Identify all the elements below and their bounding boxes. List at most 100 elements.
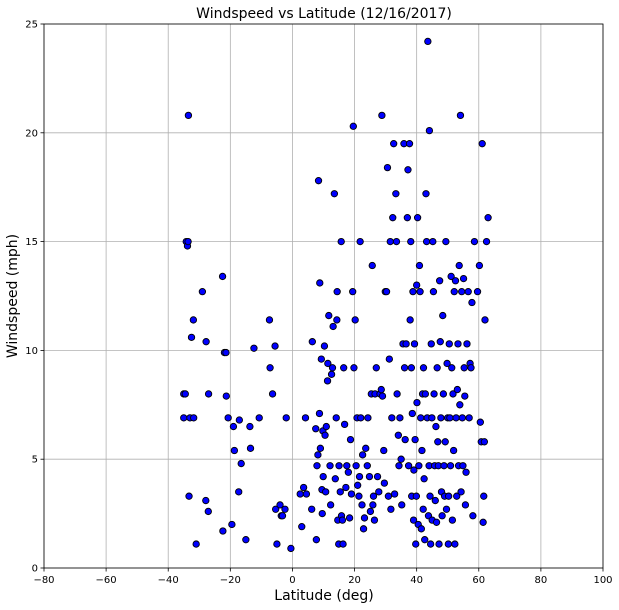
data-point — [282, 414, 290, 422]
data-point — [343, 462, 351, 470]
x-tick-label: 60 — [472, 575, 485, 586]
data-point — [382, 287, 391, 296]
data-point — [333, 287, 341, 296]
data-point — [396, 414, 404, 422]
data-point — [464, 287, 472, 296]
data-point — [184, 237, 192, 246]
data-point — [323, 377, 332, 385]
data-point — [369, 501, 377, 509]
data-point — [456, 401, 464, 409]
data-point — [422, 237, 431, 246]
data-point — [476, 418, 484, 426]
data-point — [454, 340, 462, 348]
data-point — [340, 420, 349, 429]
data-point — [458, 287, 466, 296]
data-point — [385, 355, 393, 363]
data-point — [366, 507, 375, 516]
data-point — [441, 438, 449, 446]
data-point — [346, 435, 355, 444]
data-point — [421, 390, 430, 398]
data-point — [411, 435, 419, 444]
data-point — [462, 468, 470, 476]
data-point — [461, 501, 470, 509]
data-point — [439, 390, 448, 398]
data-point — [431, 496, 439, 505]
data-point — [403, 214, 411, 222]
data-point — [412, 492, 421, 500]
data-point — [417, 414, 425, 422]
data-point — [255, 414, 263, 422]
data-point — [397, 455, 405, 463]
data-point — [439, 311, 447, 320]
chart-title: Windspeed vs Latitude (12/16/2017) — [196, 6, 452, 22]
data-point — [405, 140, 414, 148]
data-point — [378, 392, 387, 400]
data-point — [296, 490, 304, 498]
data-point — [184, 111, 193, 120]
data-point — [325, 311, 333, 320]
x-tick-label: 80 — [535, 575, 548, 586]
data-point — [419, 364, 428, 372]
data-point — [219, 527, 227, 535]
data-point — [320, 342, 329, 350]
data-point — [350, 364, 358, 372]
data-point — [465, 414, 473, 422]
data-point — [301, 414, 310, 422]
x-tick-label: 40 — [410, 575, 423, 586]
data-point — [457, 488, 465, 496]
data-point — [413, 214, 422, 222]
data-point — [430, 390, 438, 398]
data-point — [446, 414, 454, 422]
data-point — [429, 237, 437, 246]
data-point — [401, 435, 409, 444]
data-point — [434, 438, 442, 446]
data-point — [484, 214, 492, 222]
data-point — [482, 237, 491, 246]
data-point — [389, 214, 397, 222]
data-point — [333, 316, 341, 324]
y-tick-label: 25 — [25, 20, 38, 31]
data-point — [453, 492, 461, 500]
data-point — [318, 509, 326, 518]
data-point — [266, 364, 274, 372]
data-point — [342, 483, 350, 492]
data-point — [317, 355, 325, 363]
data-point — [313, 462, 321, 470]
data-point — [469, 512, 477, 520]
data-point — [435, 540, 443, 548]
data-point — [427, 340, 435, 348]
data-point — [319, 472, 327, 481]
data-point — [425, 126, 434, 135]
x-tick-label: −20 — [220, 575, 241, 586]
data-point — [380, 479, 389, 487]
data-point — [380, 446, 388, 455]
data-point — [312, 425, 320, 433]
data-point — [416, 287, 424, 296]
data-point — [393, 390, 401, 398]
data-point — [480, 492, 488, 500]
data-point — [222, 392, 230, 400]
data-point — [479, 518, 487, 526]
data-point — [409, 516, 418, 524]
data-point — [224, 414, 232, 422]
data-point — [198, 287, 207, 296]
data-point — [298, 523, 306, 531]
data-point — [340, 364, 348, 372]
data-point — [368, 261, 376, 270]
data-point — [413, 281, 421, 289]
data-point — [338, 516, 347, 524]
data-point — [329, 322, 337, 331]
data-point — [189, 316, 198, 324]
y-tick-label: 15 — [25, 237, 38, 248]
x-tick-label: −40 — [158, 575, 179, 586]
data-point — [410, 466, 418, 474]
data-point — [308, 338, 316, 346]
data-point — [445, 340, 453, 348]
x-tick-label: −80 — [33, 575, 54, 586]
data-point — [453, 385, 461, 394]
data-point — [326, 462, 334, 470]
data-point — [438, 512, 446, 520]
data-point — [237, 459, 245, 468]
data-point — [299, 483, 308, 492]
data-point — [422, 190, 430, 198]
